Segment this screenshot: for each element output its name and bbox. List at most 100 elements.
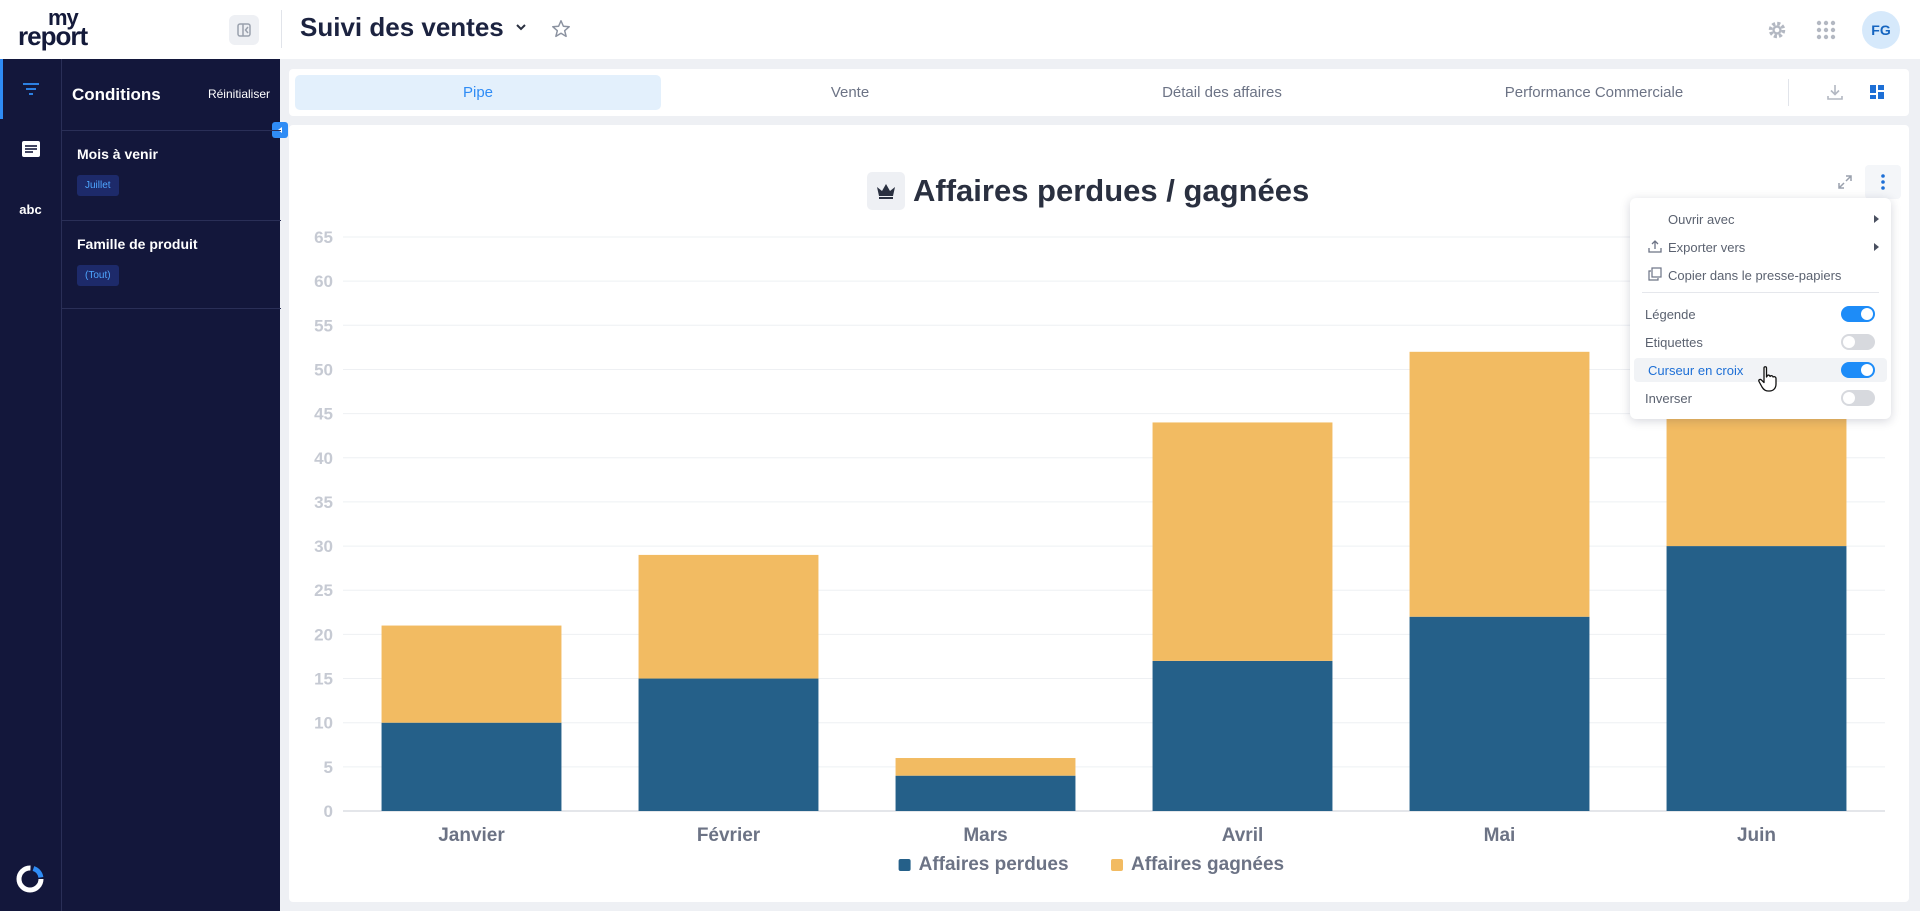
comment-icon xyxy=(21,141,40,157)
apps-grid-icon[interactable] xyxy=(1815,19,1837,41)
y-tick-label: 10 xyxy=(314,714,333,733)
toggle-switch[interactable] xyxy=(1841,306,1875,322)
filter-famille-de-produit[interactable]: Famille de produit (Tout) xyxy=(62,220,281,309)
filter-value-chip[interactable]: Juillet xyxy=(77,175,119,196)
bar xyxy=(638,554,819,679)
user-avatar[interactable]: FG xyxy=(1862,11,1900,49)
myreport-ring-icon xyxy=(16,865,44,893)
menu-toggle-legende[interactable]: Légende xyxy=(1634,302,1887,326)
expand-icon xyxy=(1838,175,1852,189)
download-icon[interactable] xyxy=(1825,82,1845,102)
menu-toggle-inverser[interactable]: Inverser xyxy=(1634,386,1887,410)
chevron-down-icon[interactable] xyxy=(514,20,528,34)
text-abc-icon: abc xyxy=(19,201,42,217)
divider xyxy=(281,10,282,48)
y-tick-label: 5 xyxy=(324,758,333,777)
myreport-logo[interactable]: my report xyxy=(18,6,122,50)
menu-item-open-with[interactable]: Ouvrir avec xyxy=(1630,207,1891,231)
chart-title-group: Affaires perdues / gagnées xyxy=(867,171,1309,211)
y-tick-label: 50 xyxy=(314,360,333,379)
y-tick-label: 65 xyxy=(314,228,333,247)
expand-button[interactable] xyxy=(1827,165,1863,199)
rail-comments-button[interactable] xyxy=(0,119,61,179)
rail-filters-button[interactable] xyxy=(0,59,61,119)
toggle-switch[interactable] xyxy=(1841,390,1875,406)
x-tick-label: Mai xyxy=(1484,825,1516,846)
y-tick-label: 15 xyxy=(314,670,333,689)
gear-icon[interactable] xyxy=(1766,19,1788,41)
legend-item: Affaires gagnées xyxy=(1131,854,1284,875)
legend-item: Affaires perdues xyxy=(919,854,1069,875)
tab-pipe[interactable]: Pipe xyxy=(295,75,661,110)
toggle-switch[interactable] xyxy=(1841,334,1875,350)
x-tick-label: Mars xyxy=(963,825,1007,846)
bar xyxy=(1409,351,1590,617)
upload-icon xyxy=(1648,240,1662,253)
filter-mois-a-venir[interactable]: Mois à venir Juillet xyxy=(62,130,281,220)
tab-vente[interactable]: Vente xyxy=(830,84,870,101)
y-tick-label: 30 xyxy=(314,537,333,556)
logo-text-report: report xyxy=(18,21,88,51)
active-indicator xyxy=(0,59,3,119)
bar xyxy=(895,775,1076,811)
bar xyxy=(381,625,562,723)
collapse-panel-icon xyxy=(237,23,251,37)
bar xyxy=(1152,660,1333,811)
y-tick-label: 45 xyxy=(314,405,333,424)
copy-icon xyxy=(1648,267,1662,281)
bar xyxy=(1666,546,1847,811)
tab-detail-des-affaires[interactable]: Détail des affaires xyxy=(1162,84,1282,101)
menu-item-copy-clipboard[interactable]: Copier dans le presse-papiers xyxy=(1630,263,1891,287)
menu-item-label: Exporter vers xyxy=(1668,239,1746,255)
x-tick-label: Avril xyxy=(1222,825,1264,846)
toggle-label: Légende xyxy=(1645,307,1696,322)
toggle-label: Inverser xyxy=(1645,391,1692,406)
chart-tools xyxy=(1827,165,1907,203)
menu-toggle-curseur-en-croix[interactable]: Curseur en croix xyxy=(1634,358,1887,382)
filter-title: Famille de produit xyxy=(77,236,198,252)
y-tick-label: 35 xyxy=(314,493,333,512)
bar xyxy=(1409,616,1590,811)
filter-title: Mois à venir xyxy=(77,146,158,162)
logo-text-my: my xyxy=(48,5,79,30)
crown-icon xyxy=(877,184,895,199)
hand-cursor-icon xyxy=(1758,366,1777,392)
x-tick-label: Juin xyxy=(1737,825,1776,846)
y-tick-label: 60 xyxy=(314,272,333,291)
menu-item-label: Copier dans le presse-papiers xyxy=(1668,267,1842,283)
legend-swatch xyxy=(898,859,911,871)
bar xyxy=(895,758,1076,776)
toggle-label: Etiquettes xyxy=(1645,335,1703,350)
more-options-button[interactable] xyxy=(1865,165,1901,199)
chart-options-menu: Ouvrir avec Exporter vers Copier dans le… xyxy=(1630,198,1891,419)
star-icon[interactable] xyxy=(550,18,572,40)
divider xyxy=(1788,79,1789,106)
toggle-switch[interactable] xyxy=(1841,362,1875,378)
menu-divider xyxy=(1642,292,1879,293)
x-tick-label: Février xyxy=(697,825,761,846)
tab-performance-commerciale[interactable]: Performance Commerciale xyxy=(1504,84,1684,101)
collapse-panel-button[interactable] xyxy=(229,15,259,45)
crown-icon-box xyxy=(867,172,905,210)
kebab-menu-icon xyxy=(1881,174,1885,190)
y-tick-label: 25 xyxy=(314,581,333,600)
y-tick-label: 0 xyxy=(324,802,333,821)
layout-grid-icon[interactable] xyxy=(1867,82,1887,102)
y-tick-label: 20 xyxy=(314,625,333,644)
conditions-title: Conditions xyxy=(72,85,161,104)
submenu-arrow-icon xyxy=(1874,215,1879,223)
x-tick-label: Janvier xyxy=(438,825,505,846)
menu-item-export-to[interactable]: Exporter vers xyxy=(1630,235,1891,259)
filter-value-chip[interactable]: (Tout) xyxy=(77,265,119,286)
y-tick-label: 55 xyxy=(314,316,333,335)
y-tick-label: 40 xyxy=(314,449,333,468)
page-title[interactable]: Suivi des ventes xyxy=(300,12,504,42)
bar xyxy=(638,678,819,811)
dashboard-tabs: Pipe Vente Détail des affaires Performan… xyxy=(289,69,1909,116)
menu-toggle-etiquettes[interactable]: Etiquettes xyxy=(1634,330,1887,354)
left-rail: abc xyxy=(0,59,61,911)
conditions-panel: Conditions Réinitialiser Mois à venir Ju… xyxy=(61,59,288,911)
reset-button[interactable]: Réinitialiser xyxy=(207,87,270,101)
rail-text-button[interactable]: abc xyxy=(0,179,61,239)
toggle-label: Curseur en croix xyxy=(1648,363,1744,378)
